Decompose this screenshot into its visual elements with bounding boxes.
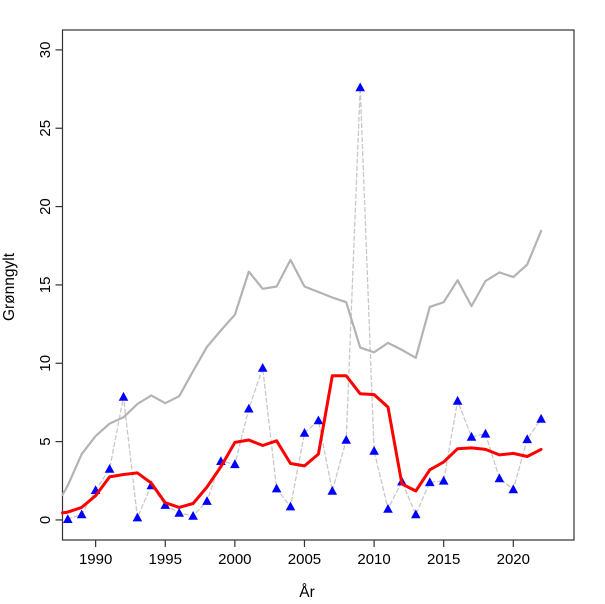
data-point-marker bbox=[160, 500, 170, 509]
data-point-marker bbox=[466, 431, 477, 441]
y-tick-label: 5 bbox=[37, 437, 54, 445]
data-point-marker bbox=[257, 363, 268, 372]
data-point-marker bbox=[452, 395, 463, 405]
data-point-marker bbox=[480, 428, 491, 438]
y-tick-label: 20 bbox=[37, 198, 54, 215]
data-point-marker bbox=[355, 82, 365, 92]
data-point-marker bbox=[230, 459, 240, 469]
data-point-marker bbox=[174, 507, 184, 517]
x-tick-label: 2010 bbox=[357, 551, 390, 568]
x-tick-label: 2005 bbox=[288, 551, 321, 568]
data-point-marker bbox=[118, 391, 129, 401]
data-point-marker bbox=[63, 514, 73, 523]
x-axis-title: År bbox=[299, 584, 315, 601]
data-point-marker bbox=[285, 501, 296, 511]
data-point-marker bbox=[536, 413, 546, 423]
reference-line bbox=[61, 229, 543, 496]
data-series bbox=[61, 82, 546, 523]
data-point-marker bbox=[369, 446, 379, 455]
data-point-marker bbox=[202, 496, 212, 505]
data-point-marker bbox=[188, 511, 198, 520]
y-tick-label: 25 bbox=[37, 120, 54, 137]
data-point-marker bbox=[425, 477, 435, 487]
data-point-marker bbox=[271, 483, 282, 493]
data-point-marker bbox=[327, 486, 338, 495]
y-tick-label: 15 bbox=[37, 277, 54, 294]
data-point-marker bbox=[104, 464, 115, 473]
data-point-marker bbox=[313, 415, 324, 425]
y-tick-label: 0 bbox=[37, 516, 54, 524]
x-tick-label: 2020 bbox=[497, 551, 530, 568]
smoothed-line bbox=[61, 374, 543, 515]
data-point-marker bbox=[341, 435, 351, 444]
x-tick-label: 1995 bbox=[149, 551, 182, 568]
x-tick-label: 2000 bbox=[218, 551, 251, 568]
data-point-marker bbox=[494, 473, 505, 483]
data-point-marker bbox=[522, 434, 532, 444]
y-tick-label: 30 bbox=[37, 42, 54, 59]
data-point-marker bbox=[411, 509, 421, 519]
axis-ticks: 1990 1995 2000 2005 2010 2015 2020 0 5 10 15 20 25 30 bbox=[37, 42, 530, 568]
x-tick-label: 1990 bbox=[79, 551, 112, 568]
x-tick-label: 2015 bbox=[427, 551, 460, 568]
data-point-marker bbox=[132, 512, 143, 522]
data-point-marker bbox=[438, 475, 449, 485]
plot-border bbox=[61, 29, 575, 541]
y-axis-title: Grønngylt bbox=[1, 252, 18, 321]
data-point-marker bbox=[299, 428, 310, 437]
data-point-marker bbox=[244, 403, 254, 413]
data-point-marker bbox=[383, 504, 393, 513]
y-tick-label: 10 bbox=[37, 355, 54, 372]
data-point-marker bbox=[76, 509, 87, 519]
data-point-marker bbox=[508, 484, 519, 494]
